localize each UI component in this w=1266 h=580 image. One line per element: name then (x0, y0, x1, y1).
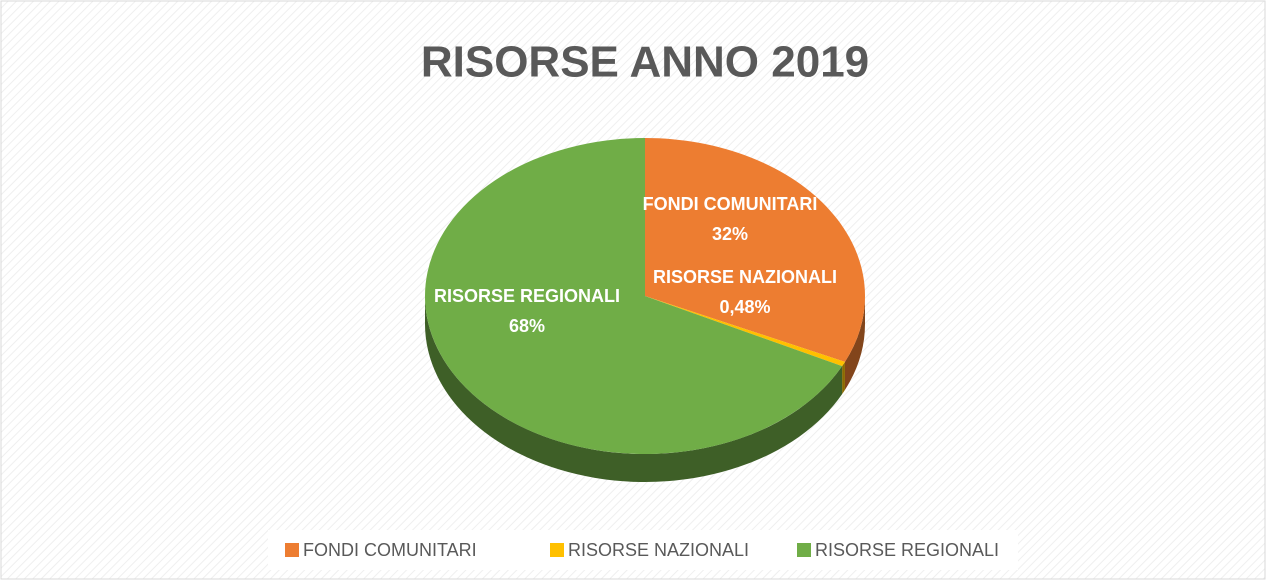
data-label-name: RISORSE REGIONALI (434, 286, 620, 306)
pie-slice (645, 138, 865, 362)
legend-label: FONDI COMUNITARI (303, 540, 477, 560)
legend-swatch (285, 543, 299, 557)
legend-swatch (550, 543, 564, 557)
legend-label: RISORSE NAZIONALI (568, 540, 749, 560)
data-label-name: RISORSE NAZIONALI (653, 267, 837, 287)
pie-slice (424, 138, 843, 455)
data-label-value: 68% (509, 316, 545, 336)
pie-slice (645, 296, 845, 367)
pie-side (425, 296, 843, 482)
legend-box (268, 530, 1018, 570)
data-label-name: FONDI COMUNITARI (643, 194, 818, 214)
legend-swatch (797, 543, 811, 557)
chart-title: RISORSE ANNO 2019 (421, 38, 869, 87)
data-label-value: 0,48% (719, 297, 770, 317)
legend-label: RISORSE REGIONALI (815, 540, 999, 560)
data-label-value: 32% (712, 224, 748, 244)
pie-side (844, 296, 865, 390)
pie-side (842, 361, 845, 395)
